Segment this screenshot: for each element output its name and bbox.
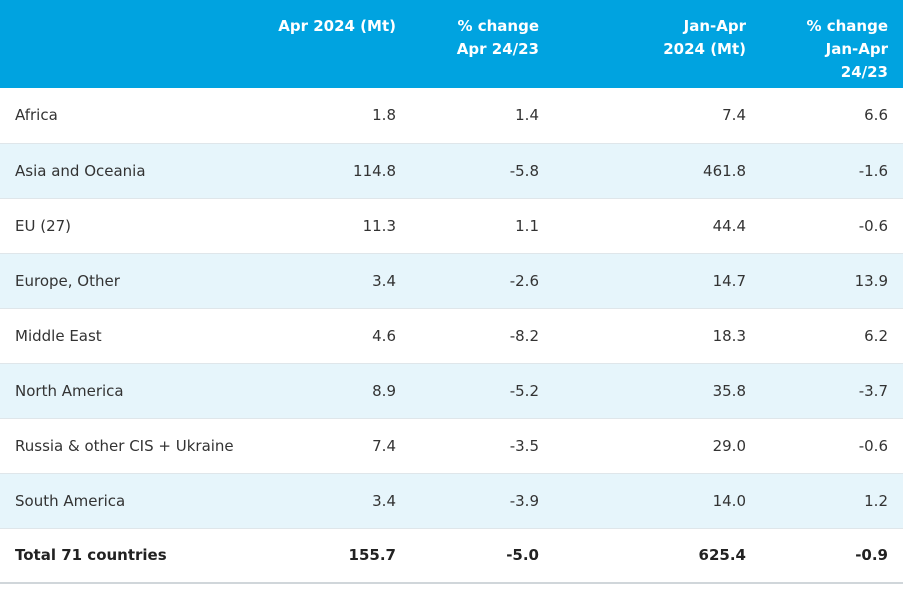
header-region — [0, 0, 246, 88]
ytd-value-cell: 14.0 — [554, 473, 761, 529]
ytd-value-cell: 35.8 — [554, 363, 761, 419]
table-header-row: Apr 2024 (Mt) % change Apr 24/23 Jan-Apr… — [0, 0, 903, 88]
apr-value-cell: 3.4 — [246, 253, 411, 309]
total-ytd-value-cell: 625.4 — [554, 528, 761, 584]
apr-change-cell: 1.1 — [411, 198, 554, 254]
apr-value-cell: 4.6 — [246, 308, 411, 364]
apr-value-cell: 1.8 — [246, 88, 411, 144]
total-row: Total 71 countries 155.7 -5.0 625.4 -0.9 — [0, 528, 903, 584]
table-row: EU (27) 11.3 1.1 44.4 -0.6 — [0, 198, 903, 254]
region-cell: Asia and Oceania — [0, 143, 246, 199]
table-row: Asia and Oceania 114.8 -5.8 461.8 -1.6 — [0, 143, 903, 199]
apr-value-cell: 8.9 — [246, 363, 411, 419]
apr-change-cell: 1.4 — [411, 88, 554, 144]
apr-change-cell: -5.2 — [411, 363, 554, 419]
region-cell: Africa — [0, 88, 246, 144]
ytd-value-cell: 18.3 — [554, 308, 761, 364]
apr-change-cell: -8.2 — [411, 308, 554, 364]
ytd-change-cell: 13.9 — [761, 253, 903, 309]
header-apr-2024: Apr 2024 (Mt) — [246, 0, 411, 88]
header-pct-change-jan-apr: % change Jan-Apr 24/23 — [761, 0, 903, 88]
ytd-value-cell: 14.7 — [554, 253, 761, 309]
apr-value-cell: 3.4 — [246, 473, 411, 529]
ytd-change-cell: -0.6 — [761, 198, 903, 254]
table-row: South America 3.4 -3.9 14.0 1.2 — [0, 473, 903, 529]
ytd-change-cell: -0.6 — [761, 418, 903, 474]
ytd-change-cell: 1.2 — [761, 473, 903, 529]
total-label-cell: Total 71 countries — [0, 528, 246, 584]
region-cell: EU (27) — [0, 198, 246, 254]
apr-value-cell: 11.3 — [246, 198, 411, 254]
apr-value-cell: 114.8 — [246, 143, 411, 199]
apr-change-cell: -3.9 — [411, 473, 554, 529]
table-row: Middle East 4.6 -8.2 18.3 6.2 — [0, 308, 903, 364]
total-apr-value-cell: 155.7 — [246, 528, 411, 584]
ytd-value-cell: 29.0 — [554, 418, 761, 474]
table-row: North America 8.9 -5.2 35.8 -3.7 — [0, 363, 903, 419]
ytd-change-cell: 6.6 — [761, 88, 903, 144]
steel-production-table: Apr 2024 (Mt) % change Apr 24/23 Jan-Apr… — [0, 0, 903, 584]
region-cell: North America — [0, 363, 246, 419]
table-row: Africa 1.8 1.4 7.4 6.6 — [0, 88, 903, 144]
header-jan-apr-2024: Jan-Apr 2024 (Mt) — [554, 0, 761, 88]
apr-change-cell: -5.8 — [411, 143, 554, 199]
total-apr-change-cell: -5.0 — [411, 528, 554, 584]
ytd-value-cell: 44.4 — [554, 198, 761, 254]
apr-change-cell: -2.6 — [411, 253, 554, 309]
region-cell: Russia & other CIS + Ukraine — [0, 418, 246, 474]
region-cell: South America — [0, 473, 246, 529]
table-row: Europe, Other 3.4 -2.6 14.7 13.9 — [0, 253, 903, 309]
total-ytd-change-cell: -0.9 — [761, 528, 903, 584]
ytd-change-cell: -3.7 — [761, 363, 903, 419]
ytd-change-cell: 6.2 — [761, 308, 903, 364]
apr-value-cell: 7.4 — [246, 418, 411, 474]
ytd-value-cell: 7.4 — [554, 88, 761, 144]
apr-change-cell: -3.5 — [411, 418, 554, 474]
region-cell: Middle East — [0, 308, 246, 364]
header-pct-change-apr: % change Apr 24/23 — [411, 0, 554, 88]
ytd-change-cell: -1.6 — [761, 143, 903, 199]
table-row: Russia & other CIS + Ukraine 7.4 -3.5 29… — [0, 418, 903, 474]
ytd-value-cell: 461.8 — [554, 143, 761, 199]
region-cell: Europe, Other — [0, 253, 246, 309]
